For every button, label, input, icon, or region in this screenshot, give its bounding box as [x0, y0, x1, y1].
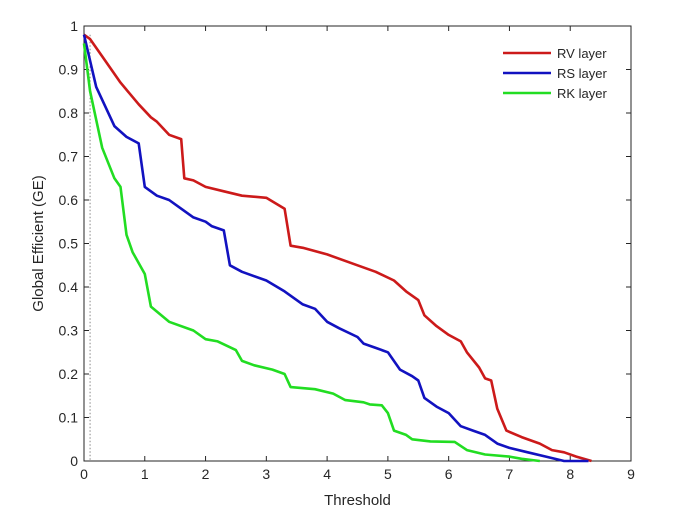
- series-line-rk-layer: [82, 43, 540, 463]
- x-tick-label: 7: [506, 466, 514, 482]
- y-tick-label: 0.2: [59, 366, 79, 382]
- y-tick-label: 1: [70, 18, 78, 34]
- y-tick-label: 0.1: [59, 410, 79, 426]
- y-axis-label: Global Efficient (GE): [30, 175, 47, 311]
- x-tick-label: 2: [202, 466, 210, 482]
- y-tick-label: 0.9: [59, 62, 79, 78]
- x-tick-label: 6: [445, 466, 453, 482]
- x-tick-label: 5: [384, 466, 392, 482]
- legend-label: RV layer: [557, 46, 607, 61]
- series-line-rs-layer: [82, 34, 589, 463]
- legend-box: [496, 36, 626, 106]
- series-line-rv-layer: [83, 33, 592, 463]
- x-tick-label: 3: [262, 466, 270, 482]
- y-tick-label: 0.4: [59, 279, 79, 295]
- y-tick-label: 0: [70, 453, 78, 469]
- x-tick-label: 0: [80, 466, 88, 482]
- x-tick-label: 9: [627, 466, 635, 482]
- y-tick-label: 0.8: [59, 105, 79, 121]
- y-tick-label: 0.6: [59, 192, 79, 208]
- y-tick-label: 0.5: [59, 236, 79, 252]
- y-tick-label: 0.7: [59, 149, 79, 165]
- x-axis-label: Threshold: [324, 492, 391, 509]
- y-tick-label: 0.3: [59, 323, 79, 339]
- x-tick-label: 1: [141, 466, 149, 482]
- x-tick-label: 8: [566, 466, 574, 482]
- legend-label: RS layer: [557, 66, 608, 81]
- x-tick-label: 4: [323, 466, 331, 482]
- legend-label: RK layer: [557, 86, 608, 101]
